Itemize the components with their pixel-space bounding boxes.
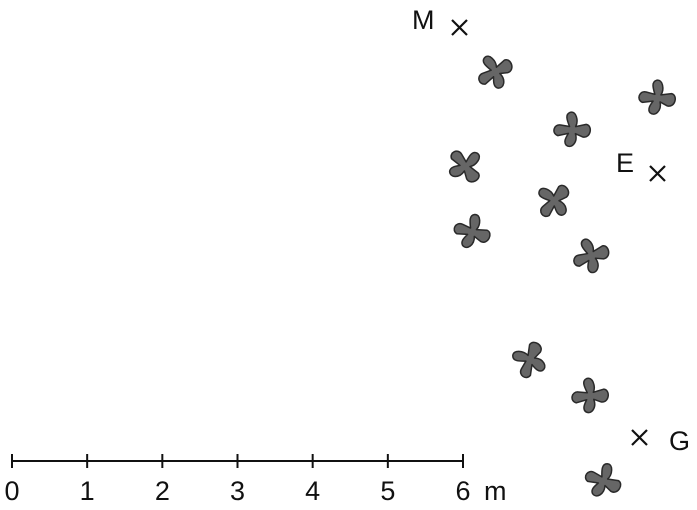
marker-cross bbox=[632, 430, 647, 445]
plant bbox=[571, 377, 610, 414]
plant bbox=[529, 176, 578, 225]
scale-tick-label: 1 bbox=[80, 476, 95, 506]
marker-label: G bbox=[669, 426, 690, 456]
scale-tick-label: 3 bbox=[230, 476, 245, 506]
plant bbox=[442, 142, 490, 190]
scale-unit: m bbox=[484, 476, 507, 506]
scale-tick-label: 2 bbox=[155, 476, 170, 506]
plant bbox=[552, 110, 593, 150]
plant bbox=[506, 336, 554, 384]
scale-tick-label: 4 bbox=[305, 476, 320, 506]
scale-tick-label: 5 bbox=[380, 476, 395, 506]
marker-label: M bbox=[412, 5, 435, 35]
plants bbox=[442, 49, 679, 504]
plant bbox=[570, 236, 611, 276]
plant bbox=[472, 49, 517, 93]
plant bbox=[449, 209, 496, 255]
plant bbox=[579, 457, 627, 505]
scale-tick-label: 0 bbox=[4, 476, 19, 506]
page: {"markers": [{"label": "M"}, {"label": "… bbox=[0, 0, 697, 510]
marker-label: E bbox=[616, 148, 634, 178]
marker-cross bbox=[650, 166, 665, 181]
scale-bar: m 0 1 2 3 4 5 6 bbox=[4, 454, 506, 506]
site-plan: M E G m 0 1 2 3 4 5 6 bbox=[0, 0, 697, 510]
marker-cross bbox=[452, 20, 467, 35]
scale-tick-label: 6 bbox=[455, 476, 470, 506]
plant bbox=[636, 76, 680, 118]
